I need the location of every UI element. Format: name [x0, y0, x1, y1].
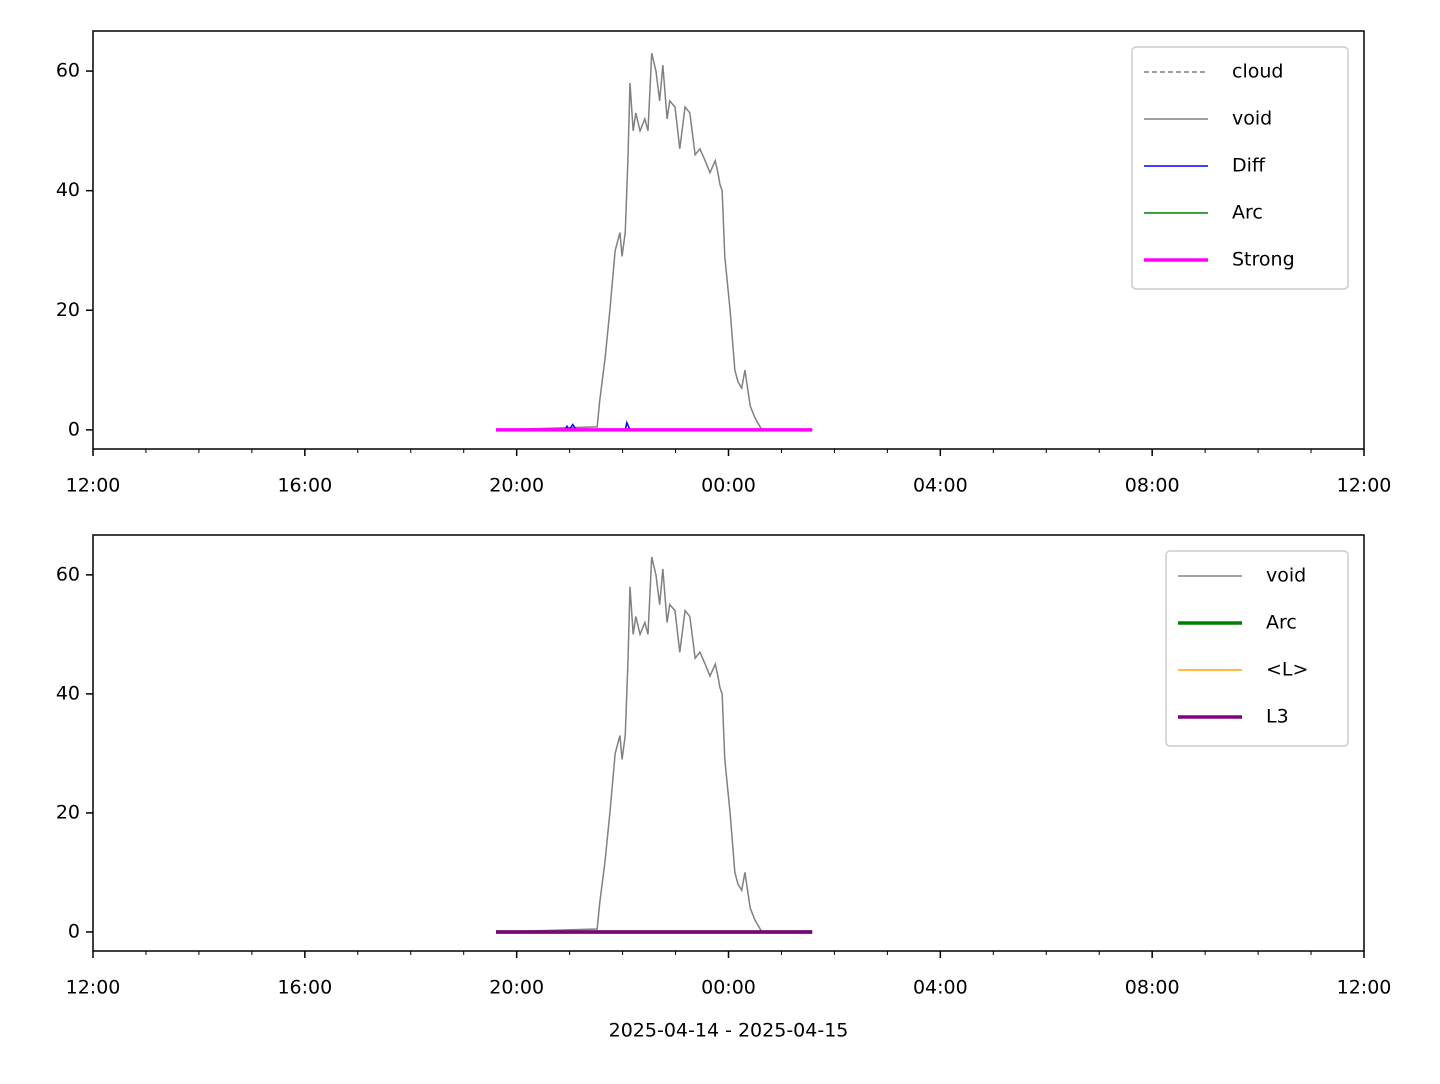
y-tick-label: 60 — [56, 563, 80, 585]
x-tick-label: 00:00 — [701, 475, 756, 497]
legend-box — [1131, 46, 1349, 290]
legend-label: void — [1266, 565, 1306, 587]
legend-label: Diff — [1232, 155, 1266, 177]
legend-label: cloud — [1232, 61, 1283, 83]
legend-label: Arc — [1232, 202, 1263, 224]
legend-label: L3 — [1266, 706, 1289, 728]
y-tick-label: 0 — [68, 920, 80, 942]
x-axis-label: 2025-04-14 - 2025-04-15 — [609, 1020, 849, 1042]
legend-box — [1165, 550, 1349, 747]
x-tick-label: 20:00 — [489, 977, 544, 999]
x-tick-label: 08:00 — [1125, 977, 1180, 999]
x-tick-label: 12:00 — [1337, 475, 1392, 497]
legend-label: Strong — [1232, 249, 1295, 271]
data-line — [495, 556, 813, 933]
x-tick-label: 00:00 — [701, 977, 756, 999]
x-tick-label: 08:00 — [1125, 475, 1180, 497]
data-line — [495, 52, 813, 431]
y-tick-label: 40 — [56, 179, 80, 201]
axes: 0 20 40 60 12:00 16:00 20:00 00:00 04:00 08:00 12:… — [56, 30, 1392, 497]
x-tick-label: 16:00 — [277, 475, 332, 497]
y-tick-label: 20 — [56, 299, 80, 321]
x-tick-label: 16:00 — [277, 977, 332, 999]
legend-label: Arc — [1266, 612, 1297, 634]
x-tick-label: 04:00 — [913, 977, 968, 999]
legend-label: void — [1232, 108, 1272, 130]
y-tick-label: 40 — [56, 682, 80, 704]
y-tick-label: 60 — [56, 60, 80, 82]
x-tick-label: 12:00 — [1337, 977, 1392, 999]
x-tick-label: 04:00 — [913, 475, 968, 497]
x-tick-label: 20:00 — [489, 475, 544, 497]
y-tick-label: 0 — [68, 418, 80, 440]
axes: 0 20 40 60 12:00 16:00 20:00 00:00 04:00 08:00 12:… — [56, 534, 1392, 1042]
data-line — [496, 420, 813, 432]
y-tick-label: 20 — [56, 801, 80, 823]
legend-label: <L> — [1266, 659, 1308, 681]
x-tick-label: 12:00 — [66, 475, 121, 497]
x-tick-label: 12:00 — [66, 977, 121, 999]
